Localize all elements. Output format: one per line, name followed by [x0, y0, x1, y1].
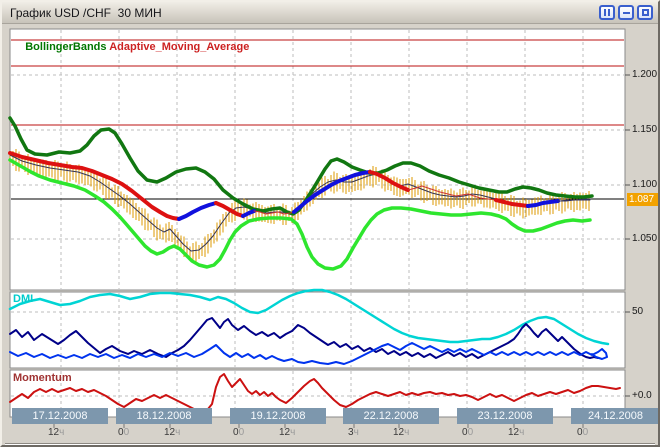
window-buttons — [599, 5, 653, 20]
bollinger-lower-line — [8, 158, 592, 271]
restore-glyph — [604, 9, 610, 16]
ama-thin-3-line — [557, 199, 591, 202]
dmi-ytick-label: 50 — [632, 306, 644, 317]
time-label: 12ч — [508, 427, 525, 438]
status-separator — [5, 443, 655, 445]
minimize-glyph — [622, 11, 630, 14]
time-label: 00 — [233, 427, 245, 438]
main-ytick-label: 1.150 — [632, 124, 658, 135]
dmi-minus-blue-line — [9, 342, 608, 365]
dmi-adx-cyan-line — [8, 288, 610, 346]
main-indicator-label: BollingerBands Adaptive_Moving_Average — [13, 29, 249, 65]
main-ytick-label: 1.100 — [632, 179, 658, 190]
time-label: 00 — [577, 427, 589, 438]
date-label: 18.12.2008 — [116, 408, 212, 424]
maximize-glyph — [641, 9, 649, 16]
date-label: 23.12.2008 — [457, 408, 553, 424]
time-label: 3ч — [348, 427, 359, 438]
ama-red-2-line — [214, 201, 245, 218]
date-label: 17.12.2008 — [12, 408, 108, 424]
main-ytick-label: 1.050 — [632, 233, 658, 244]
window-title: График USD /CHF 30 МИН — [10, 5, 162, 20]
date-label: 19.12.2008 — [230, 408, 326, 424]
ama-label: Adaptive_Moving_Average — [109, 41, 250, 53]
ama-thin-1-line — [253, 210, 295, 215]
dmi-indicator-label: DMI — [13, 293, 34, 305]
minimize-icon[interactable] — [618, 5, 634, 20]
momentum-line-line — [9, 373, 621, 414]
time-label: 12ч — [279, 427, 296, 438]
ama-red-1-line — [8, 151, 181, 221]
current-price-tag: 1.087 — [627, 193, 658, 206]
time-label: 12ч — [48, 427, 65, 438]
ama-blue-3-line — [292, 170, 372, 214]
main-plot-area — [9, 28, 626, 291]
bollinger-bands-label: BollingerBands — [25, 41, 107, 53]
time-label: 00 — [462, 427, 474, 438]
ama-red-3-line — [368, 170, 410, 192]
ama-red-4-line — [494, 198, 530, 208]
dmi-plus-navy-line — [9, 317, 599, 359]
dmi-plot-area — [9, 291, 626, 369]
main-ytick-label: 1.200 — [632, 69, 658, 80]
ama-blue-2-line — [241, 209, 256, 218]
maximize-icon[interactable] — [637, 5, 653, 20]
momentum-ytick-label: +0.0 — [632, 390, 652, 401]
momentum-indicator-label: Momentum — [13, 372, 72, 384]
ama-blue-4-line — [526, 199, 560, 208]
ama-thin-2-line — [407, 185, 497, 201]
ama-blue-1-line — [177, 201, 218, 221]
window-titlebar[interactable]: График USD /CHF 30 МИН — [2, 2, 658, 24]
date-label: 22.12.2008 — [343, 408, 439, 424]
time-label: 00 — [118, 427, 130, 438]
date-label: 24.12.2008 — [571, 408, 658, 424]
time-label: 12ч — [164, 427, 181, 438]
time-label: 12ч — [393, 427, 410, 438]
restore-icon[interactable] — [599, 5, 615, 20]
